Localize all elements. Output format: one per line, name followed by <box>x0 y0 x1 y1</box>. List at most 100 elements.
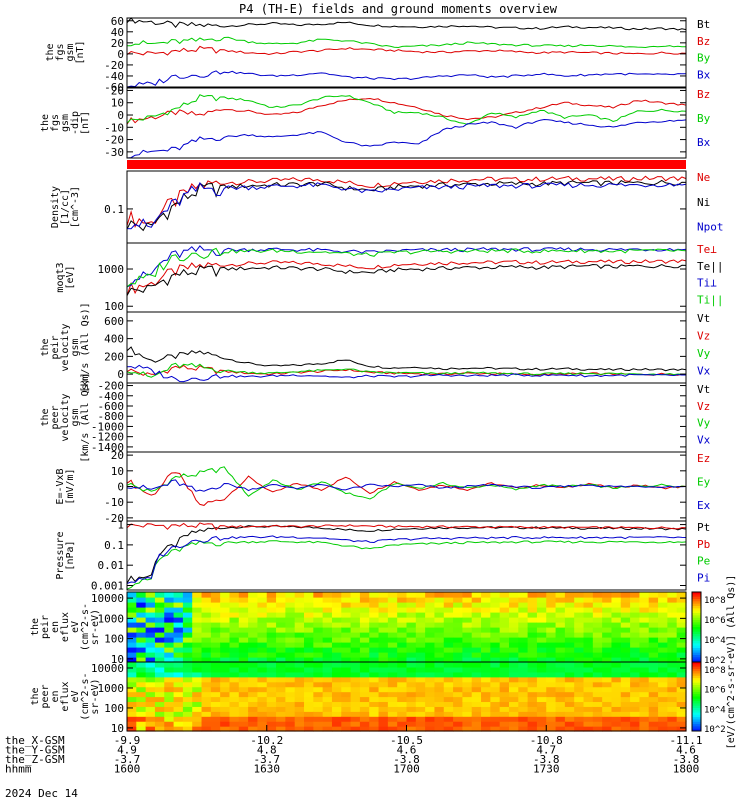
heatmap-cell <box>313 652 324 658</box>
heatmap-cell <box>359 622 370 628</box>
heatmap-cell <box>304 676 314 683</box>
orbit-row-value: -9.9 <box>114 734 141 747</box>
heatmap-cell <box>304 706 314 712</box>
heatmap-cell <box>266 632 277 638</box>
heatmap-cell <box>341 622 352 628</box>
heatmap-cell <box>536 617 547 623</box>
heatmap-cell <box>546 597 557 603</box>
heatmap-cell <box>220 671 231 678</box>
heatmap-cell <box>331 637 342 643</box>
colorbar-tick: 10^4 <box>704 636 726 646</box>
heatmap-cell <box>611 691 622 698</box>
heatmap-cell <box>378 676 389 683</box>
heatmap-cell <box>154 632 165 638</box>
heatmap-cell <box>322 666 333 673</box>
heatmap-cell <box>592 671 603 678</box>
heatmap-cell <box>434 632 445 638</box>
heatmap-cell <box>136 657 147 663</box>
heatmap-cell <box>192 612 203 618</box>
heatmap-cell <box>508 696 519 703</box>
heatmap-cell <box>602 652 613 658</box>
heatmap-cell <box>490 627 501 633</box>
heatmap-cell <box>620 681 631 688</box>
heatmap-cell <box>294 681 305 688</box>
heatmap-cell <box>397 612 408 618</box>
colorbar-cell <box>692 629 701 633</box>
heatmap-cell <box>210 592 221 598</box>
heatmap-cell <box>536 662 547 668</box>
heatmap-cell <box>630 607 641 613</box>
heatmap-cell <box>229 622 240 628</box>
heatmap-cell <box>639 662 650 668</box>
heatmap-cell <box>536 597 547 603</box>
heatmap-cell <box>611 716 622 722</box>
y-axis-label: moqt3 <box>55 262 66 292</box>
heatmap-cell <box>508 652 519 658</box>
heatmap-cell <box>620 701 631 707</box>
heatmap-cell <box>304 691 314 698</box>
heatmap-cell <box>630 666 641 673</box>
heatmap-cell <box>238 686 249 693</box>
heatmap-cell <box>387 716 398 722</box>
heatmap-cell <box>583 602 594 608</box>
heatmap-cell <box>490 607 501 613</box>
heatmap-cell <box>415 617 426 623</box>
heatmap-cell <box>639 671 650 678</box>
heatmap-cell <box>490 597 501 603</box>
heatmap-cell <box>322 602 333 608</box>
heatmap-cell <box>527 711 538 717</box>
heatmap-cell <box>676 711 687 717</box>
series-peir_velocity-1 <box>126 364 687 377</box>
heatmap-cell <box>359 602 370 608</box>
y-tick-label: 0.1 <box>104 203 124 216</box>
heatmap-cell <box>536 726 547 732</box>
heatmap-cell <box>369 666 380 673</box>
y-tick-label: -20 <box>104 59 124 72</box>
heatmap-cell <box>434 627 445 633</box>
colorbar-cell <box>692 664 701 668</box>
orbit-row-value: -3.8 <box>673 753 700 766</box>
heatmap-cell <box>611 622 622 628</box>
y-tick-label: 0 <box>117 368 124 381</box>
heatmap-cell <box>415 706 426 712</box>
heatmap-cell <box>257 696 268 703</box>
heatmap-cell <box>136 706 147 712</box>
heatmap-cell <box>350 726 361 732</box>
heatmap-cell <box>536 676 547 683</box>
heatmap-cell <box>620 592 631 598</box>
heatmap-cell <box>415 647 426 653</box>
heatmap-cell <box>676 642 687 648</box>
heatmap-cell <box>145 691 156 698</box>
heatmap-cell <box>229 686 240 693</box>
heatmap-cell <box>462 726 473 732</box>
heatmap-cell <box>331 627 342 633</box>
legend-fgs_gsm_zoom-1: By <box>697 112 711 125</box>
heatmap-cell <box>518 652 529 658</box>
heatmap-cell <box>220 681 231 688</box>
heatmap-cell <box>173 726 184 732</box>
heatmap-cell <box>676 726 687 732</box>
heatmap-cell <box>331 657 342 663</box>
heatmap-cell <box>210 647 221 653</box>
colorbar-cell <box>692 698 701 702</box>
heatmap-cell <box>676 597 687 603</box>
heatmap-cell <box>667 711 678 717</box>
heatmap-cell <box>630 706 641 712</box>
y-tick-label: 20 <box>111 449 124 462</box>
heatmap-cell <box>508 666 519 673</box>
heatmap-cell <box>276 676 286 683</box>
heatmap-cell <box>583 696 594 703</box>
heatmap-cell <box>620 612 631 618</box>
heatmap-cell <box>639 706 650 712</box>
y-tick-label: 10000 <box>91 592 124 605</box>
heatmap-cell <box>304 592 314 598</box>
heatmap-cell <box>285 696 296 703</box>
heatmap-cell <box>406 627 417 633</box>
heatmap-cell <box>508 706 519 712</box>
orbit-row-value: -10.5 <box>390 734 423 747</box>
y-axis-label: [km/s (All Qs)] <box>80 302 91 392</box>
heatmap-cell <box>313 612 324 618</box>
